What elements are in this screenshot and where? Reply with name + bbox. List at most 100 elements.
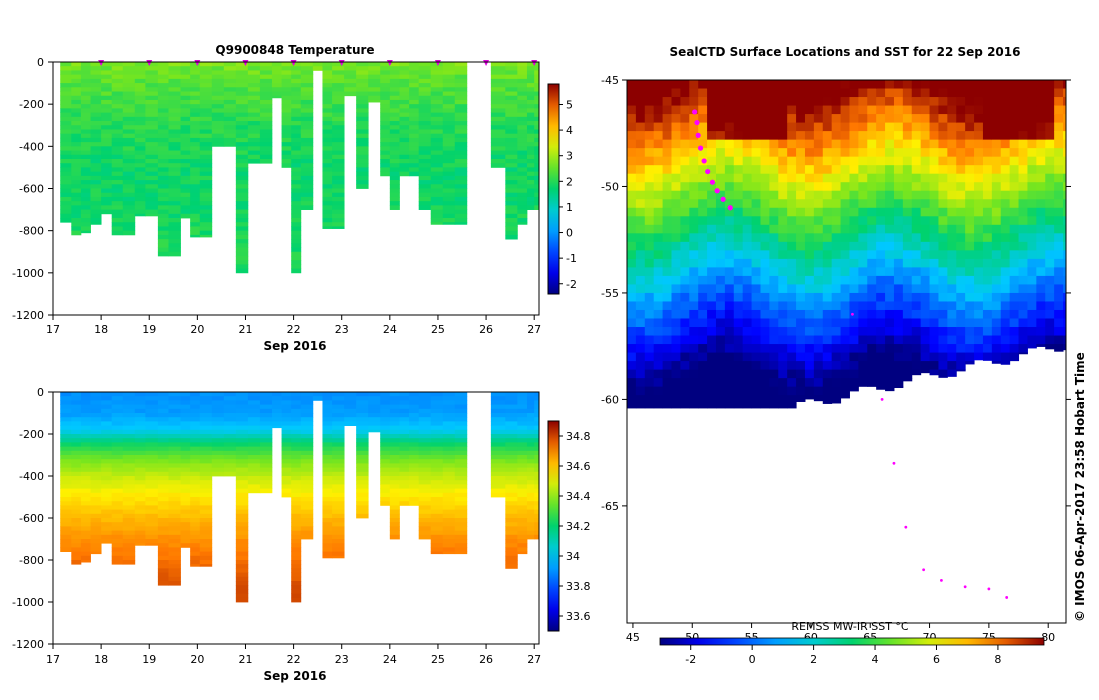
heatmap-cell: [490, 492, 506, 498]
heatmap-cell: [526, 180, 535, 185]
heatmap-cell: [291, 526, 302, 531]
sst-cell: [893, 173, 904, 183]
heatmap-cell: [442, 192, 456, 198]
heatmap-cell: [101, 125, 113, 130]
sst-cell: [991, 233, 1002, 243]
heatmap-cell: [281, 492, 292, 498]
heatmap-cell: [534, 99, 539, 105]
sst-cell: [893, 139, 904, 149]
sst-cell: [849, 216, 859, 226]
heatmap-cell: [101, 188, 113, 194]
sst-cell: [1036, 216, 1046, 226]
heatmap-cell: [291, 497, 302, 502]
sst-cell: [831, 267, 842, 277]
sst-cell: [760, 378, 770, 388]
sst-cell: [707, 182, 717, 192]
heatmap-cell: [157, 209, 169, 215]
heatmap-cell: [60, 442, 72, 447]
sst-cell: [1045, 139, 1055, 149]
heatmap-cell: [526, 417, 535, 422]
profile-marker: [483, 60, 490, 66]
heatmap-cell: [291, 543, 302, 548]
sst-cell: [965, 344, 975, 354]
sst-cell: [1018, 233, 1028, 243]
sst-cell: [733, 369, 744, 379]
sst-cell: [982, 258, 993, 268]
sst-cell: [1045, 165, 1055, 175]
heatmap-cell: [247, 87, 261, 92]
heatmap-cell: [322, 488, 333, 494]
heatmap-cell: [259, 421, 273, 426]
heatmap-cell: [505, 83, 518, 88]
sst-cell: [635, 301, 646, 311]
heatmap-cell: [247, 150, 261, 156]
sst-cell: [840, 292, 850, 302]
heatmap-cell: [442, 222, 456, 225]
heatmap-cell: [291, 87, 302, 92]
sst-cell: [831, 361, 842, 371]
sst-cell: [1027, 207, 1037, 217]
sst-cell: [653, 292, 664, 302]
heatmap-cell: [300, 150, 314, 156]
heatmap-cell: [454, 463, 468, 468]
heatmap-cell: [190, 192, 201, 198]
sst-cell: [653, 207, 664, 217]
sst-cell: [991, 173, 1002, 183]
sst-cell: [1063, 344, 1066, 351]
heatmap-cell: [90, 497, 102, 502]
heatmap-cell: [134, 530, 146, 536]
heatmap-cell: [199, 121, 213, 126]
heatmap-cell: [71, 442, 82, 447]
heatmap-cell: [409, 471, 420, 477]
heatmap-cell: [399, 104, 410, 109]
sst-cell: [733, 216, 744, 226]
heatmap-cell: [157, 518, 169, 523]
heatmap-cell: [145, 74, 159, 80]
heatmap-cell: [180, 83, 191, 88]
heatmap-cell: [60, 66, 72, 71]
heatmap-cell: [71, 158, 82, 164]
sst-cell: [938, 80, 948, 90]
sst-cell: [831, 156, 842, 166]
sst-cell: [911, 105, 922, 115]
sst-cell: [867, 327, 877, 337]
sst-cell: [662, 165, 672, 175]
heatmap-cell: [190, 404, 201, 410]
sst-cell: [1045, 190, 1055, 200]
sst-cell: [680, 207, 690, 217]
heatmap-cell: [157, 95, 169, 101]
sst-cell: [707, 318, 717, 328]
sst-cell: [822, 216, 833, 226]
heatmap-cell: [300, 180, 314, 185]
sst-cell: [1000, 80, 1011, 90]
sst-cell: [1027, 190, 1037, 200]
sst-cell: [1054, 148, 1064, 158]
heatmap-cell: [322, 196, 333, 202]
heatmap-cell: [60, 408, 72, 414]
sst-cell: [822, 182, 833, 192]
colorbar-tick-label: 34.4: [566, 490, 591, 503]
heatmap-cell: [223, 392, 237, 397]
y-tick-label: -60: [601, 393, 619, 406]
heatmap-cell: [134, 450, 146, 456]
heatmap-cell: [490, 137, 506, 143]
heatmap-cell: [505, 104, 518, 109]
heatmap-cell: [442, 87, 456, 92]
sst-cell: [627, 207, 637, 217]
heatmap-cell: [517, 488, 528, 494]
sst-cell: [1027, 80, 1037, 90]
sst-cell: [902, 224, 913, 234]
sst-cell: [831, 250, 842, 260]
sst-cell: [920, 156, 931, 166]
sst-cell: [1036, 207, 1046, 217]
sst-cell: [885, 335, 895, 345]
heatmap-cell: [134, 209, 146, 215]
heatmap-cell: [134, 467, 146, 473]
heatmap-cell: [60, 480, 72, 485]
heatmap-cell: [60, 501, 72, 506]
sst-cell: [885, 250, 895, 260]
heatmap-cell: [180, 167, 191, 173]
sst-cell: [813, 80, 824, 90]
sst-cell: [893, 88, 904, 98]
sst-cell: [974, 216, 984, 226]
